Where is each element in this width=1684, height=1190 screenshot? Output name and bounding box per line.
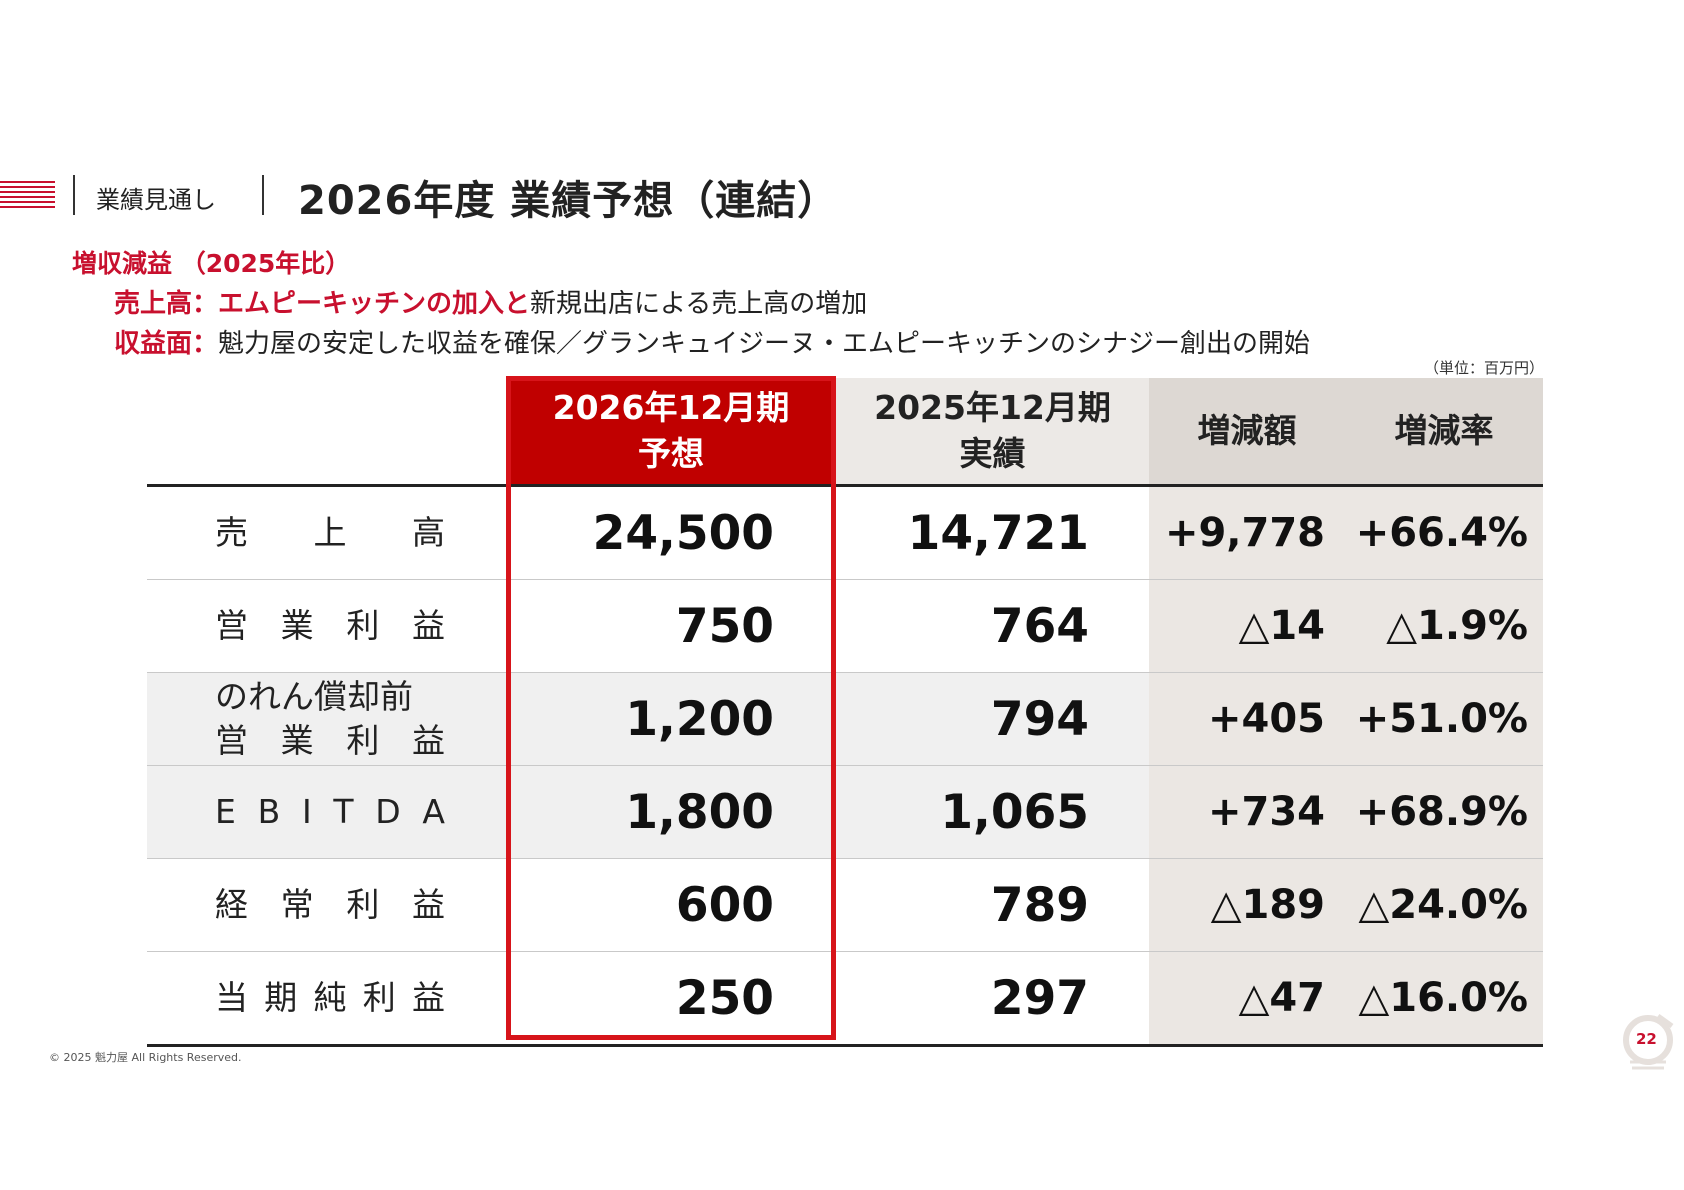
row-label: 当期純利益 [147,951,506,1047]
page-title: 2026年度 業績予想（連結） [298,178,839,224]
table-row: 当期純利益 250 297 △47 △16.0% [147,951,1543,1047]
table-row: 営業利益 750 764 △14 △1.9% [147,579,1543,673]
table-row: 売上高 24,500 14,721 +9,778 +66.4% [147,484,1543,580]
header-stripes-decoration [0,181,55,209]
forecast-value: 750 [506,579,836,673]
forecast-table: 2026年12月期 予想 2025年12月期 実績 増減額 増減率 売上高 24,5… [147,378,1543,1047]
row-label: のれん償却前営業利益 [147,672,506,766]
page-number: 22 [1636,1030,1657,1048]
summary-sales-text: 新規出店による売上高の増加 [530,289,868,319]
table-row: のれん償却前営業利益 1,200 794 +405 +51.0% [147,672,1543,766]
divider [262,175,264,215]
rate-value: +66.4% [1345,484,1543,580]
diff-value: △47 [1149,951,1345,1047]
actual-value: 1,065 [836,765,1149,859]
forecast-value: 24,500 [506,484,836,580]
summary-sales-label: 売上高： [114,289,219,319]
summary-profit-text: 魁力屋の安定した収益を確保／グランキュイジーヌ・エムピーキッチンのシナジー創出の… [218,329,1311,359]
header-blank [147,378,506,486]
summary-profit-label: 収益面： [114,329,219,359]
actual-value: 14,721 [836,484,1149,580]
diff-value: +734 [1149,765,1345,859]
actual-value: 297 [836,951,1149,1047]
row-label: 経常利益 [147,858,506,952]
header-forecast: 2026年12月期 予想 [506,378,836,486]
diff-value: △14 [1149,579,1345,673]
divider [73,175,75,215]
header-rate: 増減率 [1345,378,1543,486]
diff-value: △189 [1149,858,1345,952]
diff-value: +9,778 [1149,484,1345,580]
forecast-value: 1,200 [506,672,836,766]
row-label: 営業利益 [147,579,506,673]
copyright: © 2025 魁力屋 All Rights Reserved. [49,1051,242,1064]
rate-value: +51.0% [1345,672,1543,766]
rate-value: △16.0% [1345,951,1543,1047]
actual-value: 764 [836,579,1149,673]
table-row: 経常利益 600 789 △189 △24.0% [147,858,1543,952]
header-diff: 増減額 [1149,378,1345,486]
company-logo-icon [1623,1013,1674,1070]
rate-value: △24.0% [1345,858,1543,952]
unit-note: （単位：百万円） [1423,359,1544,377]
actual-value: 789 [836,858,1149,952]
rate-value: +68.9% [1345,765,1543,859]
forecast-value: 1,800 [506,765,836,859]
rate-value: △1.9% [1345,579,1543,673]
summary-lead: 増収減益 （2025年比） [72,249,351,278]
header-actual: 2025年12月期 実績 [836,378,1149,486]
summary-sales: 売上高：エムピーキッチンの加入と新規出店による売上高の増加 [114,283,867,320]
row-label: 売上高 [147,484,506,580]
actual-value: 794 [836,672,1149,766]
section-label: 業績見通し [96,186,216,214]
summary-profit: 収益面：魁力屋の安定した収益を確保／グランキュイジーヌ・エムピーキッチンのシナジ… [114,323,1310,360]
summary-sales-highlight: エムピーキッチンの加入と [218,289,531,319]
diff-value: +405 [1149,672,1345,766]
forecast-value: 250 [506,951,836,1047]
forecast-value: 600 [506,858,836,952]
